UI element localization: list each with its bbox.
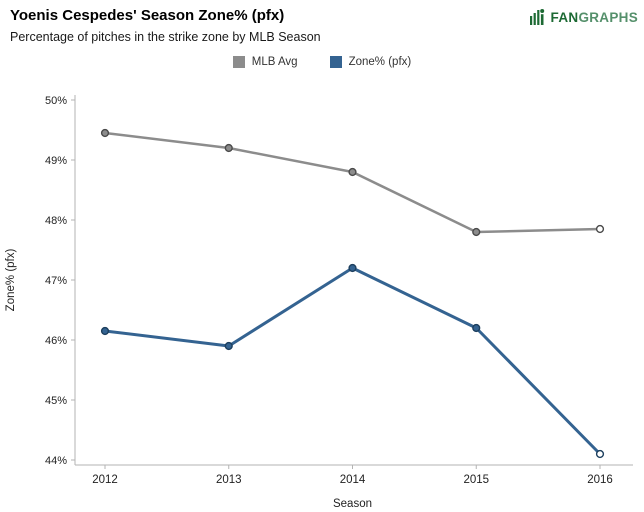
zone-percent-line-chart: 44% 45% 46% 47% 48% 49% 50% 2012 2013 2014 2015 201… [5, 95, 633, 510]
fangraphs-logo-text: FANGRAPHS [551, 10, 638, 25]
x-tick-label: 2012 [92, 474, 118, 486]
data-point [100, 128, 110, 138]
x-axis-title: Season [333, 498, 372, 510]
y-tick-label: 46% [45, 335, 67, 347]
data-point [100, 326, 110, 336]
fangraphs-logo-icon [529, 9, 544, 25]
legend-item-1: Zone% (pfx) [329, 56, 412, 68]
y-tick-label: 45% [45, 395, 67, 407]
y-axis-title: Zone% (pfx) [5, 249, 17, 312]
legend-label: Zone% (pfx) [348, 56, 412, 68]
data-point [224, 341, 233, 351]
chart-subtitle: Percentage of pitches in the strike zone… [10, 30, 321, 44]
x-tick-label: 2014 [340, 474, 366, 486]
y-tick-label: 48% [45, 215, 67, 227]
legend-item-0: MLB Avg [232, 56, 298, 68]
series-line-0 [103, 131, 602, 234]
data-point [224, 143, 233, 153]
x-tick-label: 2016 [587, 474, 613, 486]
legend: MLB Avg Zone% (pfx) [0, 56, 644, 68]
fangraphs-logo: FANGRAPHS [529, 8, 638, 26]
y-tick-label: 50% [45, 95, 67, 107]
data-point [348, 263, 357, 273]
y-tick-label: 47% [45, 275, 67, 287]
data-point [348, 167, 357, 177]
legend-swatch-icon [232, 56, 245, 68]
data-point [472, 227, 481, 237]
y-tick-label: 44% [45, 455, 67, 467]
data-point [595, 224, 605, 234]
legend-label: MLB Avg [251, 56, 298, 68]
chart-header: Yoenis Cespedes' Season Zone% (pfx) Perc… [10, 7, 504, 44]
legend-swatch-icon [329, 56, 342, 68]
x-tick-label: 2015 [463, 474, 489, 486]
data-point [595, 449, 605, 459]
x-tick-label: 2013 [216, 474, 242, 486]
series-line-1 [103, 266, 602, 456]
chart-title: Yoenis Cespedes' Season Zone% (pfx) [10, 7, 285, 24]
y-tick-label: 49% [45, 155, 67, 167]
logo-text-graphs: GRAPHS [578, 9, 638, 25]
data-point [472, 323, 481, 333]
logo-text-fan: FAN [550, 9, 579, 25]
